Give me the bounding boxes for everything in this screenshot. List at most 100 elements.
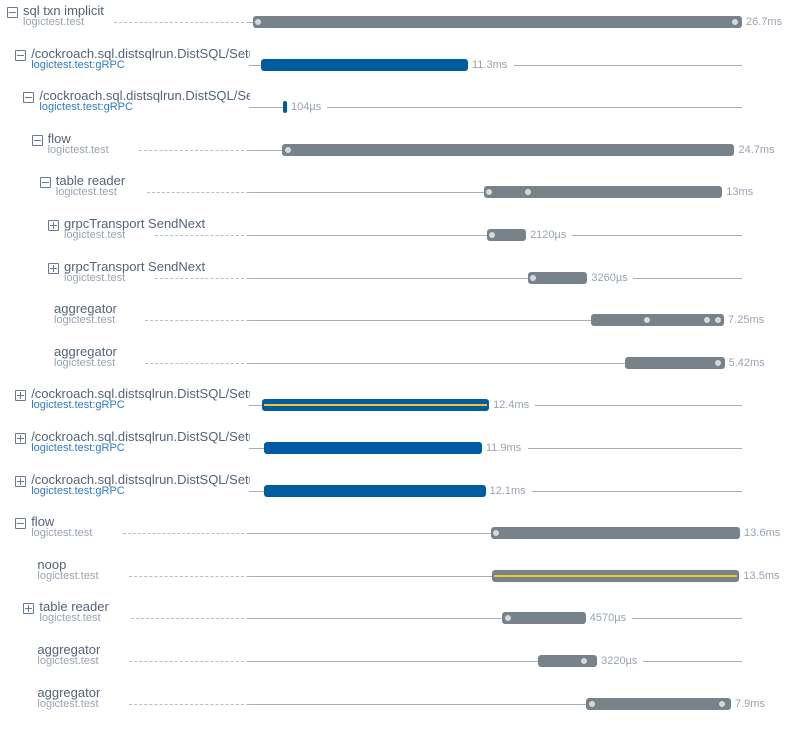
connector-dashed: [122, 533, 249, 535]
log-event-marker[interactable]: [718, 700, 725, 707]
connector-dashed: [145, 320, 249, 322]
span-bar[interactable]: [283, 101, 288, 114]
span-bar[interactable]: [492, 569, 740, 582]
timeline-line: [514, 64, 742, 66]
connector-dashed: [139, 149, 249, 151]
connector-dashed: [128, 661, 249, 662]
span-row[interactable]: table reader logictest.test 13ms: [0, 173, 786, 218]
span-row[interactable]: table reader logictest.test 4570µs: [0, 599, 786, 644]
span-bar[interactable]: [261, 399, 490, 412]
span-title: sql txn implicit: [23, 3, 104, 18]
log-event-marker[interactable]: [529, 274, 536, 281]
expand-icon[interactable]: [48, 262, 59, 274]
log-event-marker[interactable]: [588, 700, 595, 707]
span-row[interactable]: /cockroach.sql.distsqlrun.DistSQL/SetupF…: [0, 45, 786, 91]
span-title: grpcTransport SendNext: [64, 258, 206, 274]
span-service: logictest.test: [37, 569, 99, 582]
log-event-marker[interactable]: [255, 19, 262, 25]
log-event-marker[interactable]: [284, 146, 291, 153]
span-bar[interactable]: [253, 16, 742, 28]
critical-path-stripe: [494, 574, 738, 577]
span-bar[interactable]: [484, 186, 723, 199]
span-bar[interactable]: [487, 229, 527, 241]
span-bar[interactable]: [586, 697, 731, 710]
span-duration: 3220µs: [601, 655, 638, 667]
collapse-icon[interactable]: [15, 518, 27, 530]
connector-line: [249, 362, 626, 364]
expand-icon[interactable]: [23, 603, 35, 615]
span-title: grpcTransport SendNext: [64, 216, 206, 231]
span-row[interactable]: aggregator logictest.test 5.42ms: [0, 343, 786, 389]
span-bar[interactable]: [282, 143, 735, 156]
span-duration: 104µs: [291, 101, 322, 114]
expand-icon[interactable]: [48, 220, 59, 231]
log-event-marker[interactable]: [581, 658, 588, 664]
connector-dashed: [145, 362, 249, 364]
span-row[interactable]: /cockroach.sql.distsqlrun.DistSQL/SetupF…: [0, 386, 786, 431]
span-row[interactable]: /cockroach.sql.distsqlrun.DistSQL/SetupF…: [0, 429, 786, 474]
expand-icon[interactable]: [15, 433, 27, 444]
connector-line: [249, 661, 539, 662]
span-bar[interactable]: [527, 271, 588, 284]
collapse-icon[interactable]: [31, 134, 43, 146]
span-bar[interactable]: [261, 58, 468, 71]
log-event-marker[interactable]: [486, 189, 493, 196]
span-bar[interactable]: [502, 612, 586, 625]
span-bar[interactable]: [263, 442, 482, 454]
log-event-marker[interactable]: [524, 189, 531, 196]
timeline-line: [631, 618, 742, 620]
span-service: logictest.test: [31, 527, 93, 540]
timeline-line: [535, 405, 742, 407]
connector-line: [249, 64, 262, 66]
connector-line: [249, 192, 485, 194]
log-event-marker[interactable]: [643, 317, 650, 324]
connector-line: [249, 277, 528, 279]
span-row[interactable]: /cockroach.sql.distsqlrun.DistSQL/SetupF…: [0, 472, 786, 517]
span-title: /cockroach.sql.distsqlrun.DistSQL/SetupF…: [31, 45, 250, 61]
log-event-marker[interactable]: [715, 317, 722, 324]
span-row[interactable]: aggregator logictest.test 3220µs: [0, 642, 786, 687]
expand-icon[interactable]: [15, 475, 27, 487]
span-duration: 12.4ms: [493, 399, 530, 412]
collapse-icon[interactable]: [15, 49, 27, 61]
log-event-marker[interactable]: [715, 359, 722, 366]
span-row[interactable]: /cockroach.sql.distsqlrun.DistSQL/SetupF…: [0, 88, 786, 133]
span-row[interactable]: flow logictest.test 24.7ms: [0, 131, 786, 176]
span-title: aggregator: [37, 642, 101, 657]
span-duration: 11.3ms: [472, 58, 508, 71]
span-service: logictest.test: [39, 612, 101, 625]
span-service: logictest.test:gRPC: [39, 101, 133, 114]
span-duration: 3260µs: [591, 271, 628, 284]
log-event-marker[interactable]: [704, 317, 711, 324]
span-duration: 7.25ms: [728, 314, 765, 327]
span-row[interactable]: noop logictest.test 13.5ms: [0, 556, 786, 602]
connector-dashed: [147, 192, 249, 194]
log-event-marker[interactable]: [489, 232, 496, 238]
span-row[interactable]: grpcTransport SendNext logictest.test 2120…: [0, 216, 786, 261]
expand-icon[interactable]: [15, 390, 27, 402]
span-service: logictest.test: [54, 314, 116, 327]
collapse-icon[interactable]: [39, 177, 51, 189]
collapse-icon[interactable]: [23, 92, 35, 104]
span-bar[interactable]: [591, 314, 725, 327]
span-row[interactable]: grpcTransport SendNext logictest.test 3260…: [0, 258, 786, 304]
span-title: noop: [37, 556, 67, 572]
connector-dashed: [155, 277, 249, 279]
span-row[interactable]: aggregator logictest.test 7.25ms: [0, 301, 786, 346]
span-bar[interactable]: [491, 527, 741, 540]
span-row[interactable]: flow logictest.test 13.6ms: [0, 514, 786, 559]
log-event-marker[interactable]: [504, 615, 511, 622]
span-bar[interactable]: [263, 484, 486, 497]
span-bar[interactable]: [625, 356, 725, 369]
span-row[interactable]: sql txn implicit logictest.test 26.7ms: [0, 3, 786, 48]
collapse-icon[interactable]: [7, 7, 18, 18]
span-service: logictest.test: [47, 143, 109, 156]
span-row[interactable]: aggregator logictest.test 7.9ms: [0, 685, 786, 730]
span-title: aggregator: [54, 343, 117, 359]
connector-dashed: [128, 703, 249, 705]
span-service: logictest.test: [64, 229, 126, 241]
log-event-marker[interactable]: [731, 19, 738, 25]
span-bar[interactable]: [538, 655, 598, 667]
log-event-marker[interactable]: [493, 530, 500, 537]
span-duration: 24.7ms: [738, 143, 775, 156]
